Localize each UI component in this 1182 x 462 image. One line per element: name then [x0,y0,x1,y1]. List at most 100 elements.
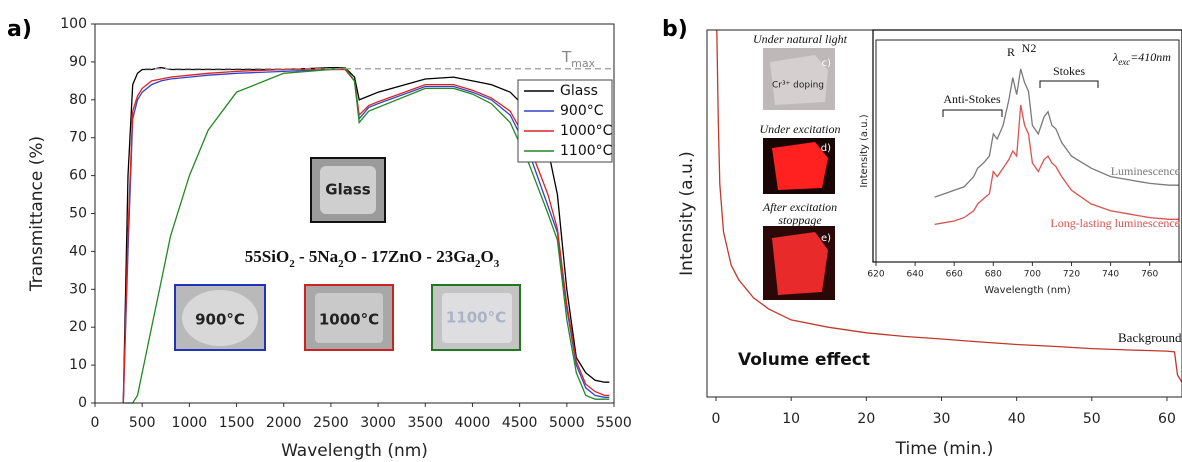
plot-frame [875,39,1180,263]
bracket [1039,80,1099,88]
x-tick-label: 0 [712,411,721,427]
photo-caption: After excitation [762,200,837,214]
y-tick-label: 0 [78,395,87,411]
y-tick-label: 50 [69,206,87,222]
legend-label: 1100°C [560,143,613,159]
data-line [934,104,1179,226]
x-tick-label: 660 [946,270,963,280]
photo-tag: d) [821,143,831,154]
data-line [123,66,610,404]
y-tick-label: 70 [69,130,87,146]
y-tick-label: 40 [69,243,87,259]
text-part: O - 17ZnO - 23Ga [344,247,476,266]
series-label: Luminescence [1111,164,1180,178]
x-tick-label: 500 [129,415,156,431]
annotation: N2 [1022,41,1037,55]
data-line [716,29,1182,383]
x-tick-label: 720 [1063,270,1080,280]
y-tick-label: 80 [69,92,87,108]
tmax-text: T [561,48,572,66]
x-tick-label: 10 [782,411,800,427]
y-tick-label: 20 [69,319,87,335]
legend-box [517,79,613,163]
text-part: - 5Na [295,247,339,266]
y-tick-label: 60 [69,168,87,184]
annotation: R [1007,45,1015,59]
x-tick-label: 680 [985,270,1002,280]
x-axis-label: Time (min.) [895,439,994,459]
plot-frame [94,23,615,404]
x-tick-label: 3000 [360,415,396,431]
y-tick-label: 30 [69,281,87,297]
photos-b [763,48,835,300]
x-tick-label: 60 [1158,411,1176,427]
annotation: Background [1118,330,1182,345]
x-tick-label: 5000 [549,415,585,431]
photo-tag: e) [821,233,831,244]
annotation: Anti-Stokes [943,92,1001,106]
subscript: exc [1118,57,1130,67]
x-tick-label: 0 [91,415,100,431]
x-tick-label: 740 [1102,270,1119,280]
x-tick-label: 2000 [266,415,302,431]
x-tick-label: 30 [933,411,951,427]
x-tick-label: 40 [1008,411,1026,427]
legend-label: Glass [560,83,598,99]
annotation: Stokes [1053,64,1085,78]
photo-text: Cr³⁺ doping [772,81,824,91]
subscript: 3 [494,258,500,270]
photo-caption: Under excitation [760,122,841,136]
text-part: O [480,247,493,266]
text-part: λ [1112,50,1118,64]
subscript: 2 [475,258,481,270]
x-axis-label: Wavelength (nm) [984,285,1070,296]
data-line [122,68,610,404]
legend-label: 900°C [560,103,604,119]
tmax-label: Tmax [561,48,596,70]
data-line [934,68,1179,198]
x-tick-label: 5500 [596,415,632,431]
excitation-label: λexc=410nm [1112,50,1171,67]
y-axis-label: Intensity (a.u.) [859,114,870,187]
bracket [942,109,1003,117]
legend-label: 1000°C [560,123,613,139]
x-tick-label: 1500 [219,415,255,431]
photos-a [174,157,521,351]
panel-label: b) [662,17,688,42]
data-line [122,66,610,404]
photo-label: 1000°C [319,311,379,329]
y-tick-label: 100 [60,16,87,32]
x-tick-label: 20 [857,411,875,427]
photo-tag: c) [822,58,831,69]
photo-label: Glass [325,181,371,199]
y-axis-label: Intensity (a.u.) [677,151,697,276]
subscript: 2 [338,258,344,270]
photo-caption: Under natural light [753,32,848,46]
annotation: Volume effect [738,350,870,370]
subscript: 2 [289,258,295,270]
x-tick-label: 50 [1083,411,1101,427]
x-tick-label: 1000 [172,415,208,431]
x-axis-label: Wavelength (nm) [281,441,428,461]
x-tick-label: 760 [1141,270,1158,280]
x-tick-label: 620 [867,270,884,280]
x-tick-label: 700 [1024,270,1041,280]
x-tick-label: 4000 [455,415,491,431]
y-tick-label: 90 [69,54,87,70]
photo-label: 1100°C [446,309,506,327]
x-tick-label: 4500 [502,415,538,431]
panel-label: a) [7,17,32,42]
x-tick-label: 640 [907,270,924,280]
text-part: =410nm [1130,50,1171,64]
photo-caption: stoppage [778,213,822,227]
text-part: 55SiO [245,247,289,266]
y-axis-label: Transmittance (%) [27,136,47,292]
x-tick-label: 2500 [313,415,349,431]
y-tick-label: 10 [69,357,87,373]
inset-bg [872,29,1182,263]
photo-label: 900°C [195,311,245,329]
series-label: Long-lasting luminescence [1050,216,1180,230]
x-tick-label: 3500 [407,415,443,431]
tmax-sub: max [571,57,595,70]
